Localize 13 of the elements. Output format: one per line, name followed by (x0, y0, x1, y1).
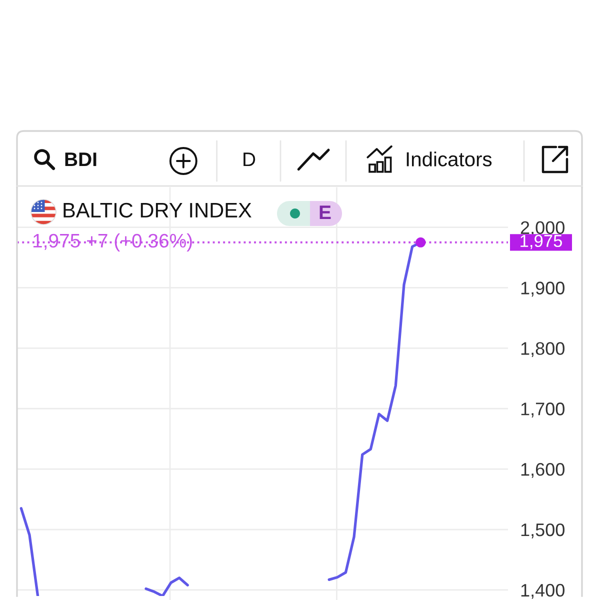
text: BALTIC DRY INDEX (64, 202, 252, 218)
y-tick-label: 1,600 (521, 463, 564, 478)
text: 1,975 (520, 234, 562, 250)
y-tick-label: 1,800 (521, 342, 564, 358)
annotation: E (320, 206, 331, 220)
y-tick-label: 1,400 (521, 584, 564, 599)
y-tick-label: 1,700 (521, 402, 564, 418)
text: Indicators (406, 152, 492, 166)
text: D (244, 152, 256, 166)
y-tick-label: 1,900 (521, 282, 564, 297)
text: BDI (65, 152, 96, 166)
ref-line-label: 1,975 +7 (+0.36%) (33, 233, 192, 252)
y-tick-label: 1,500 (521, 523, 564, 538)
